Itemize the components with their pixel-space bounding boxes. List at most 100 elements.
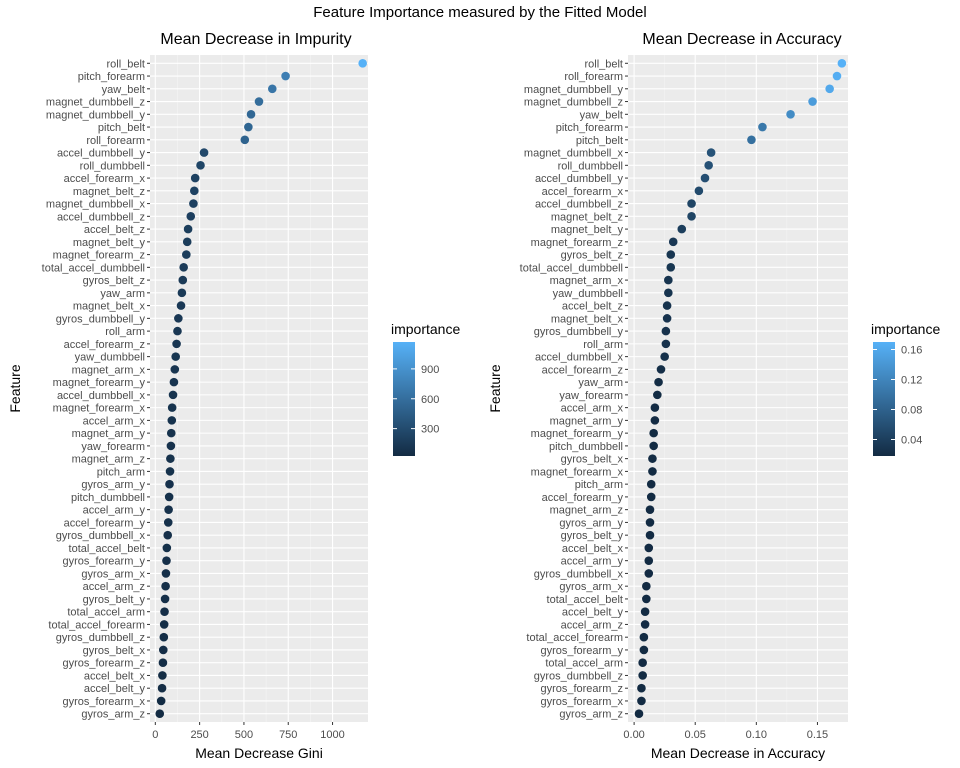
y-tick-label: yaw_forearm xyxy=(559,390,623,402)
x-tick-label: 1000 xyxy=(320,729,344,741)
y-tick-label: gyros_dumbbell_x xyxy=(56,530,146,542)
data-point xyxy=(177,288,187,298)
y-tick-label: magnet_forearm_y xyxy=(531,428,624,440)
y-tick-label: pitch_forearm xyxy=(78,71,145,83)
data-point xyxy=(649,428,658,438)
y-tick-label: pitch_belt xyxy=(98,122,145,134)
data-point xyxy=(156,696,166,706)
chart-title: Mean Decrease in Accuracy xyxy=(642,31,841,48)
data-point xyxy=(662,301,672,310)
y-tick-label: gyros_forearm_x xyxy=(62,696,145,708)
legend-title: importance xyxy=(871,321,940,337)
data-point xyxy=(706,148,716,157)
y-tick-label: accel_belt_x xyxy=(84,670,146,682)
data-point xyxy=(662,314,672,323)
y-tick-label: accel_dumbbell_y xyxy=(57,148,146,160)
y-tick-label: gyros_arm_x xyxy=(81,568,145,580)
y-tick-label: magnet_forearm_x xyxy=(53,403,146,415)
data-point xyxy=(160,607,169,616)
data-point xyxy=(159,620,169,629)
data-point xyxy=(182,237,192,247)
y-tick-label: accel_forearm_z xyxy=(542,364,623,376)
x-tick-label: 0.00 xyxy=(623,729,644,741)
data-point xyxy=(190,186,199,196)
data-point xyxy=(169,377,179,387)
data-point xyxy=(700,173,710,183)
data-point xyxy=(694,186,704,196)
chart-mean-decrease-accuracy: Mean Decrease in Accuracy roll_beltroll_f… xyxy=(487,31,940,761)
y-tick-label: gyros_dumbbell_y xyxy=(534,326,624,338)
y-tick-label: gyros_arm_z xyxy=(81,709,145,721)
data-point xyxy=(687,199,696,208)
y-tick-label: magnet_forearm_y xyxy=(53,377,146,389)
legend-tick-label: 600 xyxy=(421,394,439,406)
y-tick-label: roll_forearm xyxy=(86,135,145,147)
y-tick-label: magnet_arm_x xyxy=(550,275,624,287)
data-point xyxy=(158,658,168,667)
data-point xyxy=(654,377,663,387)
data-point xyxy=(163,518,173,527)
data-point xyxy=(183,224,193,234)
data-point xyxy=(644,543,654,553)
data-point xyxy=(653,390,662,400)
y-tick-label: magnet_belt_z xyxy=(73,186,145,198)
y-tick-label: roll_belt xyxy=(106,58,145,70)
data-point xyxy=(199,148,209,157)
y-tick-label: total_accel_dumbbell xyxy=(520,262,623,274)
data-point xyxy=(240,135,250,145)
data-point xyxy=(161,581,170,591)
chart-title: Mean Decrease in Impurity xyxy=(160,31,351,48)
data-point xyxy=(639,645,649,655)
data-point xyxy=(165,467,175,476)
y-tick-label: accel_arm_x xyxy=(561,403,624,415)
y-tick-label: gyros_belt_z xyxy=(83,275,145,287)
y-tick-label: gyros_dumbbell_z xyxy=(56,632,145,644)
data-point xyxy=(661,326,671,336)
y-tick-label: accel_dumbbell_y xyxy=(535,173,624,185)
y-tick-label: total_accel_dumbbell xyxy=(42,262,145,274)
data-point xyxy=(832,71,842,81)
data-point xyxy=(661,339,671,349)
data-point xyxy=(825,84,834,94)
data-point xyxy=(666,250,676,259)
data-point xyxy=(645,530,655,540)
y-axis-label: Feature xyxy=(487,364,503,412)
data-point xyxy=(172,339,181,349)
x-tick-label: 500 xyxy=(235,729,253,741)
data-point xyxy=(173,326,182,336)
y-tick-label: gyros_belt_z xyxy=(561,250,623,262)
panel-background xyxy=(628,55,848,722)
data-point xyxy=(650,416,660,425)
data-point xyxy=(668,237,678,247)
y-tick-label: magnet_dumbbell_z xyxy=(46,97,145,109)
data-point xyxy=(640,620,650,629)
y-tick-label: magnet_forearm_z xyxy=(53,250,145,262)
y-tick-label: accel_arm_y xyxy=(561,556,624,568)
data-point xyxy=(182,250,191,259)
y-tick-label: total_accel_belt xyxy=(547,594,623,606)
y-tick-label: yaw_dumbbell xyxy=(553,288,623,300)
x-axis-label: Mean Decrease in Accuracy xyxy=(651,745,825,761)
data-point xyxy=(254,97,264,106)
data-point xyxy=(163,530,173,540)
y-tick-label: magnet_arm_y xyxy=(550,415,624,427)
legend-tick-label: 0.08 xyxy=(901,405,922,417)
data-point xyxy=(644,569,654,578)
y-tick-label: yaw_dumbbell xyxy=(75,352,145,364)
legend-tick-label: 300 xyxy=(421,424,439,436)
data-point xyxy=(159,632,169,642)
y-tick-label: magnet_belt_x xyxy=(551,313,624,325)
data-point xyxy=(648,467,657,476)
y-tick-label: accel_arm_y xyxy=(83,505,146,517)
y-tick-label: pitch_belt xyxy=(576,135,623,147)
data-point xyxy=(808,97,817,106)
data-point xyxy=(758,122,767,132)
data-point xyxy=(677,224,687,234)
data-point xyxy=(158,671,167,680)
y-tick-label: magnet_forearm_x xyxy=(531,466,624,478)
data-point xyxy=(664,275,673,285)
y-tick-label: gyros_arm_y xyxy=(81,479,145,491)
y-tick-label: gyros_belt_y xyxy=(83,594,146,606)
data-point xyxy=(178,275,188,285)
